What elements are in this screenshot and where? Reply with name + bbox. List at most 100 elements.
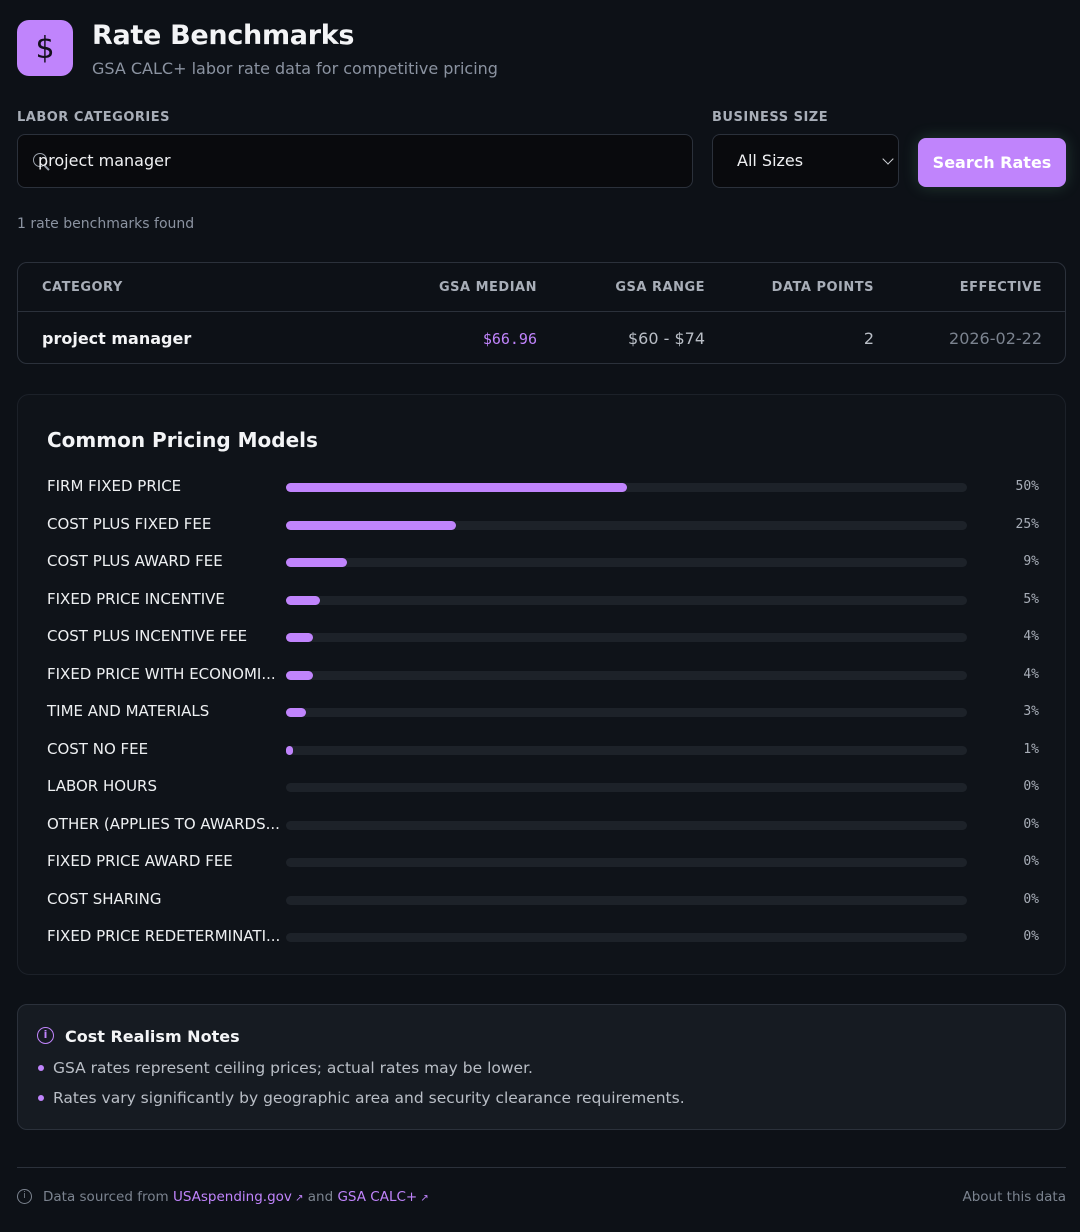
pricing-model-row: COST PLUS FIXED FEE 25% xyxy=(47,513,1039,537)
about-data-link[interactable]: About this data xyxy=(962,1189,1066,1205)
pricing-model-bar-track xyxy=(286,933,967,942)
bullet-icon xyxy=(38,1065,44,1071)
pricing-model-bar-fill xyxy=(286,558,348,567)
pricing-model-label: COST NO FEE xyxy=(47,739,149,758)
pricing-model-label: COST PLUS FIXED FEE xyxy=(47,514,212,533)
pricing-model-label: TIME AND MATERIALS xyxy=(47,702,210,720)
cell-category: project manager xyxy=(42,329,192,348)
pricing-model-percent: 25% xyxy=(1015,516,1039,532)
pricing-model-bar-track xyxy=(286,708,967,717)
pricing-model-row: COST NO FEE 1% xyxy=(47,738,1039,762)
pricing-model-row: FIXED PRICE WITH ECONOMI... 4% xyxy=(47,663,1039,687)
pricing-model-label: COST PLUS INCENTIVE FEE xyxy=(47,627,248,645)
column-header-effective[interactable]: EFFECTIVE xyxy=(959,280,1042,295)
pricing-model-bar-fill xyxy=(286,708,307,717)
page-subtitle: GSA CALC+ labor rate data for competitiv… xyxy=(92,59,498,78)
cell-effective: 2026-02-22 xyxy=(949,329,1042,348)
cost-realism-notes: i Cost Realism Notes GSA rates represent… xyxy=(17,1004,1066,1130)
pricing-model-bar-track xyxy=(286,558,967,567)
pricing-model-row: FIRM FIXED PRICE 50% xyxy=(47,475,1039,499)
pricing-model-row: COST SHARING 0% xyxy=(47,888,1039,912)
pricing-model-bar-fill xyxy=(286,520,457,530)
business-size-label: BUSINESS SIZE xyxy=(712,110,829,125)
labor-categories-label: LABOR CATEGORIES xyxy=(17,110,170,125)
business-size-value: All Sizes xyxy=(737,151,804,170)
gsa-calc-link[interactable]: GSA CALC+ ↗ xyxy=(337,1189,428,1205)
chevron-down-icon xyxy=(882,153,894,165)
notes-title: Cost Realism Notes xyxy=(65,1027,240,1046)
footer-and: and xyxy=(307,1189,334,1205)
pricing-model-bar-fill xyxy=(286,595,321,605)
pricing-model-percent: 3% xyxy=(1023,704,1039,719)
gsa-calc-link-label: GSA CALC+ xyxy=(337,1189,418,1205)
external-link-icon: ↗ xyxy=(291,1193,304,1204)
pricing-model-label: FIXED PRICE REDETERMINATI... xyxy=(47,927,281,945)
dollar-icon: $ xyxy=(17,20,73,76)
search-icon xyxy=(33,153,47,167)
pricing-models-title: Common Pricing Models xyxy=(47,428,318,452)
pricing-model-percent: 9% xyxy=(1023,554,1039,569)
pricing-model-bar-track xyxy=(286,895,967,905)
column-header-gsa-median[interactable]: GSA MEDIAN xyxy=(438,280,537,295)
pricing-model-percent: 4% xyxy=(1023,666,1039,682)
pricing-model-row: TIME AND MATERIALS 3% xyxy=(47,700,1039,724)
bullet-icon xyxy=(38,1095,44,1101)
footer-source: Data sourced from USAspending.gov ↗ and … xyxy=(43,1189,429,1205)
note-item: GSA rates represent ceiling prices; actu… xyxy=(53,1059,533,1077)
external-link-icon: ↗ xyxy=(417,1193,429,1204)
pricing-model-bar-track xyxy=(286,745,967,755)
pricing-model-bar-track xyxy=(286,633,967,642)
pricing-model-label: OTHER (APPLIES TO AWARDS... xyxy=(47,814,280,833)
pricing-model-percent: 4% xyxy=(1023,629,1039,644)
cell-gsa-range: $60 - $74 xyxy=(627,329,705,348)
pricing-model-percent: 0% xyxy=(1023,929,1039,944)
pricing-model-percent: 0% xyxy=(1023,779,1039,794)
search-rates-button[interactable]: Search Rates xyxy=(918,138,1066,187)
pricing-model-percent: 5% xyxy=(1023,591,1039,607)
pricing-models-card: Common Pricing Models FIRM FIXED PRICE 50… xyxy=(17,394,1066,975)
cell-data-points: 2 xyxy=(863,329,874,348)
pricing-model-bar-fill xyxy=(286,633,314,642)
pricing-model-label: FIXED PRICE WITH ECONOMI... xyxy=(47,664,276,683)
pricing-model-bar-track xyxy=(286,483,967,492)
pricing-model-label: FIRM FIXED PRICE xyxy=(47,477,182,495)
result-count: 1 rate benchmarks found xyxy=(17,216,195,232)
pricing-model-label: FIXED PRICE INCENTIVE xyxy=(47,589,225,608)
pricing-model-bar-track xyxy=(286,858,967,867)
table-header-divider xyxy=(18,311,1065,312)
pricing-model-percent: 0% xyxy=(1023,891,1039,907)
pricing-model-bar-track xyxy=(286,595,967,605)
column-header-category[interactable]: CATEGORY xyxy=(42,280,123,295)
pricing-model-row: LABOR HOURS 0% xyxy=(47,775,1039,799)
pricing-model-bar-fill xyxy=(286,483,627,492)
pricing-model-percent: 0% xyxy=(1023,816,1039,832)
pricing-model-bar-track xyxy=(286,820,967,830)
pricing-model-row: FIXED PRICE INCENTIVE 5% xyxy=(47,588,1039,612)
pricing-model-percent: 0% xyxy=(1023,854,1039,869)
pricing-model-bar-track xyxy=(286,783,967,792)
cell-gsa-median: $66.96 xyxy=(482,330,537,348)
pricing-model-label: LABOR HOURS xyxy=(47,777,157,795)
pricing-model-percent: 1% xyxy=(1023,741,1039,757)
pricing-model-label: COST SHARING xyxy=(47,889,162,908)
pricing-model-row: COST PLUS AWARD FEE 9% xyxy=(47,550,1039,574)
rates-table: CATEGORY GSA MEDIAN GSA RANGE DATA POINT… xyxy=(17,262,1066,364)
info-icon: i xyxy=(17,1189,32,1204)
page-header: $ Rate Benchmarks GSA CALC+ labor rate d… xyxy=(17,20,1066,78)
pricing-model-row: FIXED PRICE AWARD FEE 0% xyxy=(47,850,1039,874)
labor-search-value: project manager xyxy=(38,151,171,170)
usaspending-link[interactable]: USAspending.gov ↗ xyxy=(173,1189,304,1205)
business-size-select[interactable]: All Sizes xyxy=(712,134,899,188)
pricing-model-label: FIXED PRICE AWARD FEE xyxy=(47,852,233,870)
column-header-data-points[interactable]: DATA POINTS xyxy=(771,280,874,295)
labor-search-input[interactable]: project manager xyxy=(17,134,693,188)
usaspending-link-label: USAspending.gov xyxy=(172,1189,292,1205)
pricing-model-percent: 50% xyxy=(1015,479,1039,494)
pricing-model-bar-fill xyxy=(286,745,293,755)
page-title: Rate Benchmarks xyxy=(92,20,355,51)
pricing-model-label: COST PLUS AWARD FEE xyxy=(47,552,223,570)
pricing-model-row: FIXED PRICE REDETERMINATI... 0% xyxy=(47,925,1039,949)
pricing-model-row: COST PLUS INCENTIVE FEE 4% xyxy=(47,625,1039,649)
column-header-gsa-range[interactable]: GSA RANGE xyxy=(615,280,705,295)
footer-prefix: Data sourced from xyxy=(43,1189,169,1205)
